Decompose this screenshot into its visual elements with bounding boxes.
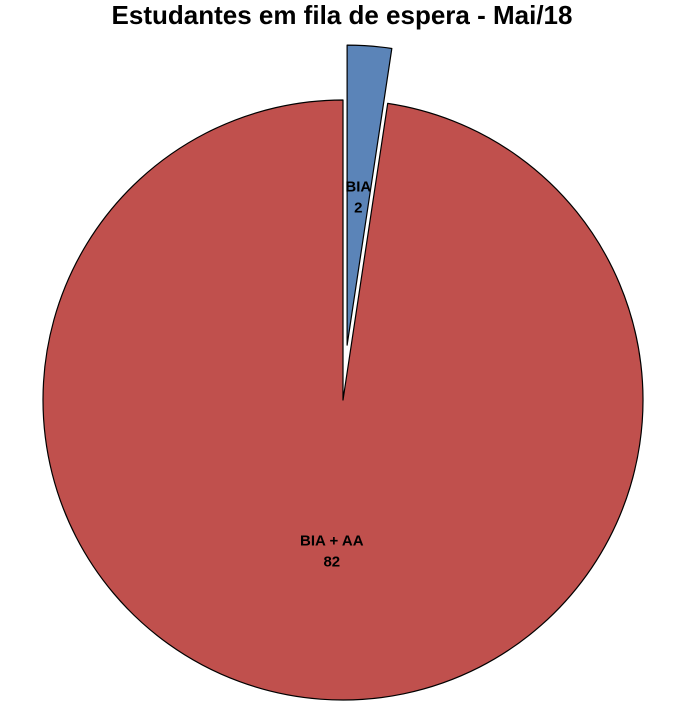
chart-title: Estudantes em fila de espera - Mai/18 (111, 0, 573, 30)
pie-slice-bia[interactable] (346, 44, 393, 346)
slice-label-bia-aa: BIA + AA 82 (300, 533, 364, 571)
slice-label-bia: BIA 2 (345, 179, 371, 217)
pie-slice-bia-aa[interactable] (42, 99, 644, 701)
